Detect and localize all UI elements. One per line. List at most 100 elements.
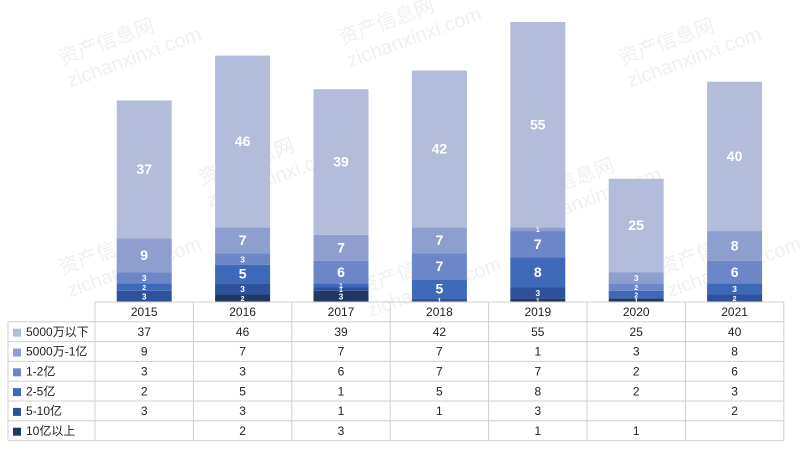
data-label: 5 xyxy=(239,266,247,282)
bar-segment xyxy=(608,298,664,302)
data-label: 1 xyxy=(339,283,343,290)
table-cell: 1 xyxy=(534,424,541,438)
data-label: 1 xyxy=(536,227,540,234)
data-label: 8 xyxy=(534,264,542,280)
bar-segment xyxy=(707,260,763,284)
legend-swatch xyxy=(13,427,21,436)
table-cell: 3 xyxy=(141,404,148,418)
data-label: 7 xyxy=(436,232,444,248)
bar-segment xyxy=(510,298,566,302)
data-label: 2 xyxy=(241,296,245,303)
data-label: 1 xyxy=(437,298,441,305)
legend-swatch xyxy=(13,388,21,397)
legend-label: 5000万-1亿 xyxy=(26,344,87,359)
legend-swatch xyxy=(13,328,21,337)
bar-segment xyxy=(707,81,763,232)
bar-segment xyxy=(215,253,271,265)
bar-segment xyxy=(116,238,172,273)
bar-segment xyxy=(411,298,467,302)
bar-segment xyxy=(116,100,172,239)
table-cell: 8 xyxy=(534,384,541,398)
data-label: 3 xyxy=(732,284,737,294)
bar-segment xyxy=(215,264,271,284)
bar-segment xyxy=(707,294,763,302)
table-cell: 2 xyxy=(239,424,246,438)
table-cell: 7 xyxy=(338,345,345,359)
bar-segment xyxy=(510,22,566,228)
legend-label: 2-5亿 xyxy=(26,383,55,398)
table-cell: 1 xyxy=(338,404,345,418)
data-label: 3 xyxy=(142,292,147,302)
table-cell: 2 xyxy=(141,384,148,398)
table-cell: 7 xyxy=(534,364,541,378)
data-label: 2 xyxy=(733,296,737,303)
table-cell: 8 xyxy=(731,345,738,359)
table-cell: 39 xyxy=(334,325,348,339)
data-label: 1 xyxy=(339,287,343,294)
data-label: 3 xyxy=(240,284,245,294)
data-label: 40 xyxy=(727,148,743,164)
bar-segment xyxy=(608,178,664,273)
bar-segment xyxy=(608,272,664,284)
legend-swatch xyxy=(13,368,21,377)
data-label: 8 xyxy=(731,238,739,254)
data-label: 3 xyxy=(535,288,540,298)
data-label: 42 xyxy=(432,141,448,157)
bar-segment xyxy=(411,70,467,228)
table-cell: 6 xyxy=(338,364,345,378)
data-label: 7 xyxy=(534,236,542,252)
table-cell: 3 xyxy=(338,424,345,438)
legend-swatch xyxy=(13,348,21,357)
data-label: 3 xyxy=(240,254,245,264)
data-label: 7 xyxy=(239,232,247,248)
bar-segment xyxy=(510,231,566,258)
data-label: 37 xyxy=(136,161,152,177)
table-cell: 5 xyxy=(436,384,443,398)
table-cell: 40 xyxy=(728,325,742,339)
table-cell: 1 xyxy=(633,424,640,438)
table-cell: 3 xyxy=(239,404,246,418)
bar-segment xyxy=(313,260,369,284)
data-label: 6 xyxy=(337,264,345,280)
table-cell: 3 xyxy=(141,364,148,378)
table-cell: 7 xyxy=(239,345,246,359)
bar-segment xyxy=(116,290,172,302)
bar-segment xyxy=(313,287,369,291)
bar-segment xyxy=(707,283,763,295)
data-label: 3 xyxy=(142,273,147,283)
x-tick-label: 2020 xyxy=(623,305,650,319)
data-label: 5 xyxy=(436,281,444,297)
data-label: 7 xyxy=(337,240,345,256)
legend-label: 10亿以上 xyxy=(26,423,75,438)
x-tick-label: 2016 xyxy=(229,305,256,319)
bar-segment xyxy=(510,287,566,299)
legend-label: 5000万以下 xyxy=(26,325,89,339)
table-cell: 6 xyxy=(731,364,738,378)
x-tick-label: 2017 xyxy=(328,305,355,319)
bar-segment xyxy=(707,231,763,261)
data-label: 2 xyxy=(634,292,638,299)
bar-segment xyxy=(116,283,172,291)
data-label: 46 xyxy=(235,133,251,149)
table-cell: 3 xyxy=(239,364,246,378)
table-cell: 2 xyxy=(633,364,640,378)
table-cell: 55 xyxy=(531,325,545,339)
data-label: 7 xyxy=(436,258,444,274)
table-cell: 25 xyxy=(630,325,644,339)
bar-segment xyxy=(116,272,172,284)
bar-segment xyxy=(608,290,664,299)
table-cell: 1 xyxy=(534,345,541,359)
bar-segment xyxy=(411,279,467,299)
table-cell: 46 xyxy=(236,325,250,339)
x-tick-label: 2015 xyxy=(131,305,158,319)
table-cell: 1 xyxy=(338,384,345,398)
data-label: 2 xyxy=(634,285,638,292)
table-cell: 5 xyxy=(239,384,246,398)
legend-label: 5-10亿 xyxy=(26,403,62,418)
table-cell: 42 xyxy=(433,325,447,339)
table-cell: 3 xyxy=(731,384,738,398)
